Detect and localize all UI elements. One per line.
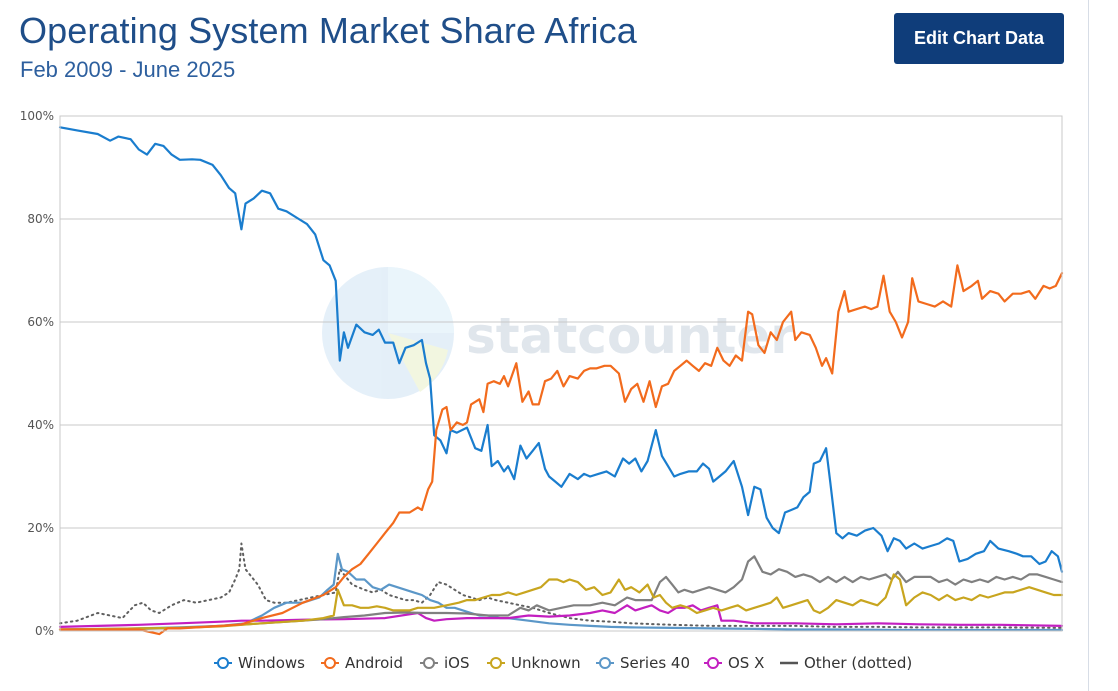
legend-marker-icon — [324, 657, 336, 669]
legend-item-android[interactable]: Android — [321, 654, 403, 672]
legend-item-os-x[interactable]: OS X — [704, 654, 764, 672]
statcounter-watermark: statcounter — [322, 267, 795, 399]
legend-item-ios[interactable]: iOS — [420, 654, 470, 672]
edit-chart-data-button[interactable]: Edit Chart Data — [894, 13, 1064, 64]
watermark-logo-segment-icon — [388, 267, 454, 333]
chart-series — [58, 126, 1064, 636]
legend-label: Unknown — [511, 654, 581, 672]
line-chart: statcounter 0% 20% 40% 60% 80% 100% Windows An… — [20, 109, 1064, 672]
page-subtitle: Feb 2009 - June 2025 — [20, 57, 236, 82]
series-line-other-dotted — [59, 542, 1063, 629]
y-tick-label: 60% — [27, 315, 54, 329]
series-line-windows — [58, 126, 1064, 573]
y-tick-label: 80% — [27, 212, 54, 226]
legend-item-other-dotted[interactable]: Other (dotted) — [780, 654, 912, 672]
chart-grid — [60, 115, 1062, 632]
legend-item-windows[interactable]: Windows — [214, 654, 305, 672]
y-tick-label: 40% — [27, 418, 54, 432]
series-line-series-40 — [58, 552, 1064, 632]
series-line-ios — [58, 555, 1064, 631]
watermark-text: statcounter — [466, 307, 795, 365]
legend-marker-icon — [423, 657, 435, 669]
legend-label: Windows — [238, 654, 305, 672]
series-line-android — [58, 264, 1064, 636]
series-line-unknown — [58, 573, 1064, 631]
legend-label: Android — [345, 654, 403, 672]
page-title: Operating System Market Share Africa — [19, 10, 637, 51]
legend-label: Other (dotted) — [804, 654, 912, 672]
y-axis: 0% 20% 40% 60% 80% 100% — [20, 109, 54, 638]
legend-marker-icon — [599, 657, 611, 669]
legend-label: iOS — [444, 654, 470, 672]
y-tick-label: 0% — [35, 624, 54, 638]
legend-item-series-40[interactable]: Series 40 — [596, 654, 690, 672]
watermark-logo-wedge-icon — [388, 333, 448, 392]
legend-marker-icon — [490, 657, 502, 669]
y-tick-label: 20% — [27, 521, 54, 535]
right-divider — [1088, 0, 1089, 691]
y-tick-label: 100% — [20, 109, 54, 123]
chart-legend: Windows Android iOS Unknown Series 40 OS X Oth… — [214, 654, 912, 672]
legend-label: Series 40 — [620, 654, 690, 672]
plot-border — [59, 115, 1063, 632]
legend-label: OS X — [728, 654, 764, 672]
legend-marker-icon — [217, 657, 229, 669]
legend-item-unknown[interactable]: Unknown — [487, 654, 581, 672]
legend-marker-icon — [707, 657, 719, 669]
